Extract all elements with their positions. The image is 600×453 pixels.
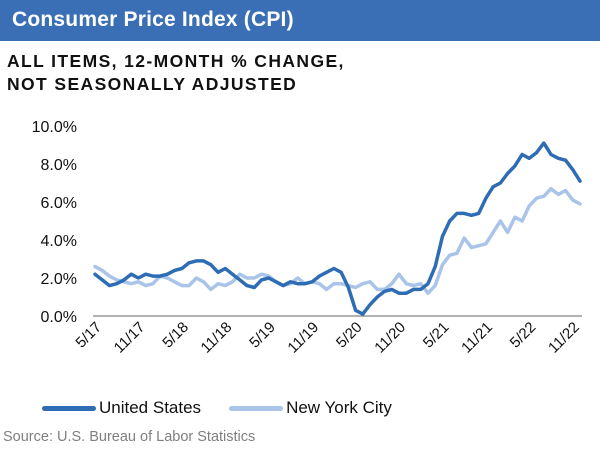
x-tick-label: 5/19 [246,319,279,352]
legend-swatch-united-states [42,405,96,411]
y-tick-label: 10.0% [32,119,77,136]
y-tick-label: 6.0% [41,195,77,212]
x-tick-label: 5/22 [507,319,540,352]
x-tick-label: 5/18 [159,319,192,352]
y-tick-label: 8.0% [41,157,77,174]
legend-item-new-york-city: New York City [229,398,392,418]
subtitle-line-2: NOT SEASONALLY ADJUSTED [7,74,298,94]
source-note: Source: U.S. Bureau of Labor Statistics [3,429,256,445]
legend: United States New York City [42,398,420,418]
series-line-united-states [93,141,582,316]
legend-label-new-york-city: New York City [286,398,392,417]
series-line-new-york-city [93,186,582,295]
legend-swatch-new-york-city [229,405,284,411]
x-tick-label: 5/17 [72,319,105,352]
y-tick-label: 0.0% [41,309,77,326]
x-tick-label: 5/21 [420,319,453,352]
x-tick-label: 11/20 [371,319,409,357]
chart-subtitle: ALL ITEMS, 12-MONTH % CHANGE, NOT SEASON… [7,50,345,96]
chart-title: Consumer Price Index (CPI) [12,8,294,31]
x-tick-label: 11/21 [458,319,496,357]
subtitle-line-1: ALL ITEMS, 12-MONTH % CHANGE, [7,51,345,71]
y-tick-label: 4.0% [41,233,77,250]
legend-label-united-states: United States [99,398,202,417]
x-tick-label: 11/17 [111,319,149,357]
header-bar: Consumer Price Index (CPI) [0,0,600,41]
x-tick-label: 11/19 [284,319,322,357]
x-tick-label: 11/22 [545,319,583,357]
x-tick-label: 5/20 [333,319,366,352]
legend-item-united-states: United States [42,398,201,418]
y-tick-label: 2.0% [41,271,77,288]
x-tick-label: 11/18 [198,319,236,357]
